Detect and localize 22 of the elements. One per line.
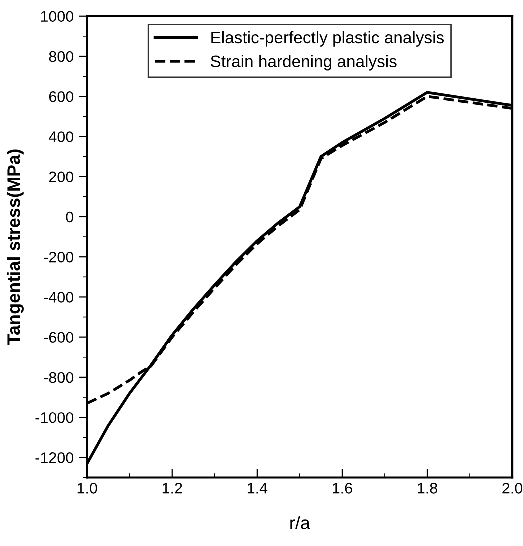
x-axis-title: r/a — [290, 516, 310, 530]
y-tick-label: 200 — [49, 172, 74, 183]
x-tick-label: 1.8 — [418, 483, 438, 494]
y-tick-label: -1000 — [36, 412, 74, 424]
y-tick-label: 1000 — [41, 11, 74, 22]
x-tick-label: 1.4 — [248, 483, 268, 494]
x-tick-label: 1.2 — [162, 483, 182, 494]
y-tick-label: 800 — [49, 51, 74, 62]
y-tick-label: -800 — [44, 372, 74, 384]
y-tick-label: -600 — [44, 332, 74, 344]
y-tick-label: 400 — [49, 132, 74, 142]
x-tick-label: 2.0 — [502, 483, 523, 494]
legend-label: Strain hardening analysis — [211, 55, 397, 71]
y-tick-label: -200 — [44, 252, 74, 263]
y-tick-label: 600 — [49, 91, 74, 102]
legend-label: Elastic-perfectly plastic analysis — [212, 31, 444, 47]
y-tick-label: 0 — [66, 212, 74, 223]
y-axis-title: Tangential stress(MPa) — [7, 150, 24, 346]
y-tick-label: -1200 — [36, 452, 74, 464]
x-tick-label: 1.0 — [78, 483, 98, 494]
x-tick-label: 1.6 — [333, 483, 352, 494]
y-tick-label: -400 — [44, 292, 74, 303]
